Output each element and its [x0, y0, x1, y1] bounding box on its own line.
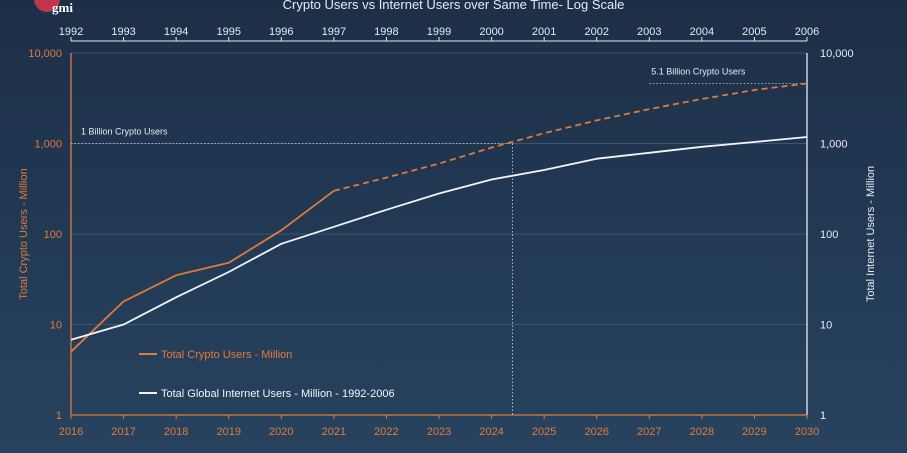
y-tick-label-left: 10	[50, 320, 62, 332]
series-line	[333, 82, 808, 192]
y-tick-label-right: 10,000	[820, 48, 854, 60]
series-line	[70, 190, 335, 353]
x-tick-label-top: 2003	[637, 26, 661, 38]
series-line	[70, 136, 808, 341]
annotation-label: 5.1 Billion Crypto Users	[651, 67, 746, 77]
x-tick-label-bottom: 2019	[216, 426, 240, 438]
annotation-label: 1 Billion Crypto Users	[81, 127, 168, 137]
y-tick-label-right: 10	[820, 320, 832, 332]
x-tick-label-bottom: 2027	[637, 426, 661, 438]
x-tick-label-top: 1996	[269, 26, 293, 38]
x-tick-label-top: 2001	[532, 26, 556, 38]
x-tick-label-top: 1999	[427, 26, 451, 38]
x-tick-label-bottom: 2025	[532, 426, 556, 438]
legend-label: Total Global Internet Users - Million - …	[161, 388, 395, 400]
x-tick-label-top: 1997	[322, 26, 346, 38]
x-tick-label-bottom: 2022	[374, 426, 398, 438]
x-tick-label-bottom: 2021	[322, 426, 346, 438]
x-tick-label-top: 2004	[690, 26, 714, 38]
x-tick-label-bottom: 2028	[690, 426, 714, 438]
x-tick-label-bottom: 2016	[59, 426, 83, 438]
y-tick-label-left: 10,000	[28, 48, 62, 60]
x-tick-label-top: 2005	[742, 26, 766, 38]
x-tick-label-top: 1998	[374, 26, 398, 38]
x-tick-label-bottom: 2018	[164, 426, 188, 438]
x-tick-label-top: 1994	[164, 26, 188, 38]
x-tick-label-top: 2000	[479, 26, 503, 38]
x-tick-label-bottom: 2017	[111, 426, 135, 438]
logo-text: gmi	[52, 0, 73, 15]
y-tick-label-left: 1,000	[34, 139, 62, 151]
x-tick-label-top: 1992	[59, 26, 83, 38]
x-tick-label-top: 2002	[584, 26, 608, 38]
logo-circle	[34, 0, 60, 12]
y-tick-label-left: 1	[56, 410, 62, 422]
x-tick-label-bottom: 2024	[479, 426, 503, 438]
y-tick-label-left: 100	[44, 229, 62, 241]
x-tick-label-top: 1993	[111, 26, 135, 38]
y-axis-title-left: Total Crypto Users - Million	[18, 168, 30, 299]
x-tick-label-bottom: 2030	[795, 426, 819, 438]
y-axis-title-right: Total Internet Users - Million	[865, 166, 877, 302]
chart-title: Crypto Users vs Internet Users over Same…	[282, 0, 625, 12]
x-tick-label-bottom: 2023	[427, 426, 451, 438]
x-tick-label-bottom: 2026	[584, 426, 608, 438]
x-tick-label-bottom: 2029	[742, 426, 766, 438]
legend-label: Total Crypto Users - Million	[161, 349, 292, 361]
y-tick-label-right: 1,000	[820, 139, 848, 151]
x-tick-label-top: 2006	[795, 26, 819, 38]
x-tick-label-top: 1995	[216, 26, 240, 38]
y-tick-label-right: 1	[820, 410, 826, 422]
y-tick-label-right: 100	[820, 229, 838, 241]
x-tick-label-bottom: 2020	[269, 426, 293, 438]
